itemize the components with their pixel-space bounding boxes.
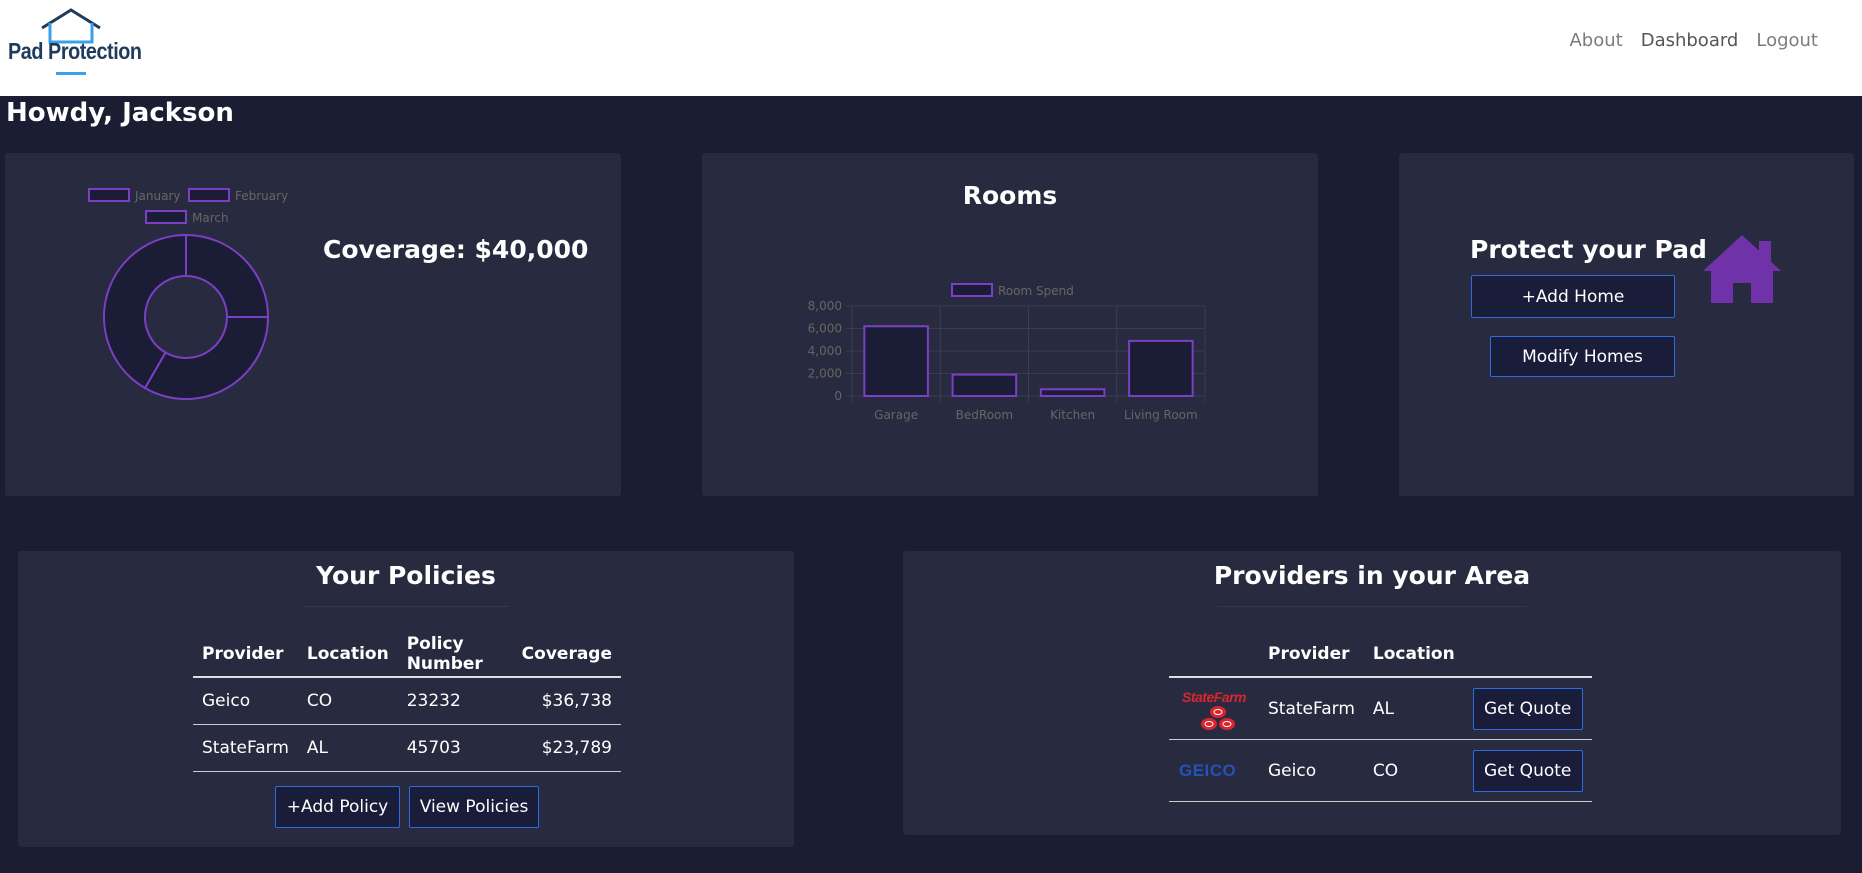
doughnut-slice	[103, 233, 187, 390]
statefarm-ovals-icon	[1201, 705, 1235, 730]
cell-location: CO	[1363, 739, 1464, 802]
table-row: StateFarm AL 45703 $23,789	[193, 724, 621, 772]
protect-title: Protect your Pad	[1470, 235, 1707, 264]
coverage-card: January February March Coverage: $40,000	[5, 153, 621, 496]
x-tick-label: Garage	[874, 408, 918, 422]
rooms-title: Rooms	[962, 181, 1058, 210]
cell-coverage: $23,789	[512, 724, 621, 772]
y-tick-label: 2,000	[808, 367, 842, 381]
cell-policy-number: 45703	[397, 724, 513, 772]
policies-card: Your Policies Provider Location Policy N…	[18, 551, 794, 847]
logo-underline	[56, 72, 86, 75]
providers-table: Provider Location StateFarm	[1169, 632, 1592, 802]
statefarm-logo: StateFarm	[1169, 677, 1259, 740]
table-row: StateFarm StateFarm AL Get Qu	[1169, 677, 1592, 740]
col-location: Location	[1363, 632, 1464, 678]
add-policy-button[interactable]: +Add Policy	[275, 786, 400, 828]
y-tick-label: 6,000	[808, 322, 842, 336]
nav-about[interactable]: About	[1569, 30, 1623, 51]
policies-title: Your Policies	[316, 561, 496, 590]
geico-logo-text: GEICO	[1179, 760, 1237, 780]
y-tick-label: 0	[834, 389, 842, 403]
cell-provider: StateFarm	[1259, 677, 1364, 740]
nav-logout[interactable]: Logout	[1756, 30, 1818, 51]
cell-provider: StateFarm	[193, 724, 298, 772]
cell-location: AL	[1363, 677, 1464, 740]
table-row: Geico CO 23232 $36,738	[193, 677, 621, 725]
legend-label: February	[235, 189, 288, 203]
nav-links: About Dashboard Logout	[1569, 30, 1818, 51]
y-tick-label: 8,000	[808, 299, 842, 313]
bar	[863, 325, 929, 397]
cell-provider: Geico	[193, 677, 298, 725]
legend-swatch	[951, 283, 993, 297]
get-quote-button[interactable]: Get Quote	[1472, 687, 1583, 730]
col-provider: Provider	[1259, 632, 1364, 678]
coverage-doughnut-chart: January February March	[88, 188, 288, 400]
brand-name: Pad Protection	[8, 38, 142, 64]
legend-swatch	[188, 188, 230, 202]
protect-card: Protect your Pad +Add Home Modify Homes	[1399, 153, 1854, 496]
cell-location: CO	[297, 677, 398, 725]
bar	[1039, 388, 1106, 397]
col-logo	[1169, 632, 1259, 678]
house-icon	[1703, 235, 1781, 303]
cell-coverage: $36,738	[512, 677, 621, 725]
cell-policy-number: 23232	[397, 677, 513, 725]
statefarm-logo-text: StateFarm	[1182, 688, 1246, 705]
col-location: Location	[297, 632, 398, 678]
navbar: Pad Protection About Dashboard Logout	[0, 0, 1862, 96]
providers-header-row: Provider Location	[1169, 632, 1592, 678]
logo-house-icon	[41, 8, 101, 44]
rooms-card: Rooms Room Spend 8,000 6,000 4,000 2,000 0 Gar…	[702, 153, 1318, 496]
policies-title-divider	[303, 606, 509, 607]
col-coverage: Coverage	[512, 632, 621, 678]
rooms-bar-chart: Room Spend 8,000 6,000 4,000 2,000 0 Garage Bed…	[808, 283, 1206, 422]
nav-dashboard[interactable]: Dashboard	[1640, 30, 1739, 51]
legend-swatch	[145, 210, 187, 224]
providers-title: Providers in your Area	[1213, 561, 1531, 590]
bar	[951, 373, 1018, 397]
greeting-heading: Howdy, Jackson	[6, 98, 234, 128]
cell-action: Get Quote	[1463, 677, 1592, 740]
modify-homes-button[interactable]: Modify Homes	[1490, 336, 1675, 377]
cell-location: AL	[297, 724, 398, 772]
table-row: GEICO Geico CO Get Quote	[1169, 739, 1592, 802]
doughnut-slice	[143, 316, 270, 400]
x-tick-label: Living Room	[1124, 408, 1198, 422]
policies-table: Provider Location Policy Number Coverage…	[193, 632, 621, 772]
geico-logo: GEICO	[1169, 739, 1259, 802]
providers-card: Providers in your Area Provider Location…	[903, 551, 1841, 835]
legend-swatch	[88, 188, 130, 202]
legend-label: January	[134, 189, 181, 203]
cell-action: Get Quote	[1463, 739, 1592, 802]
cell-provider: Geico	[1259, 739, 1364, 802]
coverage-amount: Coverage: $40,000	[323, 235, 589, 264]
doughnut-slice	[185, 233, 270, 318]
brand-logo[interactable]: Pad Protection	[8, 8, 142, 78]
add-home-button[interactable]: +Add Home	[1471, 275, 1675, 318]
x-tick-label: BedRoom	[956, 408, 1013, 422]
providers-title-divider	[1217, 606, 1527, 607]
bar	[1128, 339, 1194, 397]
legend-label: March	[192, 211, 229, 225]
view-policies-button[interactable]: View Policies	[409, 786, 539, 828]
y-tick-label: 4,000	[808, 344, 842, 358]
col-action	[1463, 632, 1592, 678]
legend-label: Room Spend	[998, 284, 1074, 298]
get-quote-button[interactable]: Get Quote	[1472, 749, 1583, 792]
col-policy-number: Policy Number	[397, 632, 513, 678]
policies-header-row: Provider Location Policy Number Coverage	[193, 632, 621, 678]
x-tick-label: Kitchen	[1050, 408, 1095, 422]
col-provider: Provider	[193, 632, 298, 678]
